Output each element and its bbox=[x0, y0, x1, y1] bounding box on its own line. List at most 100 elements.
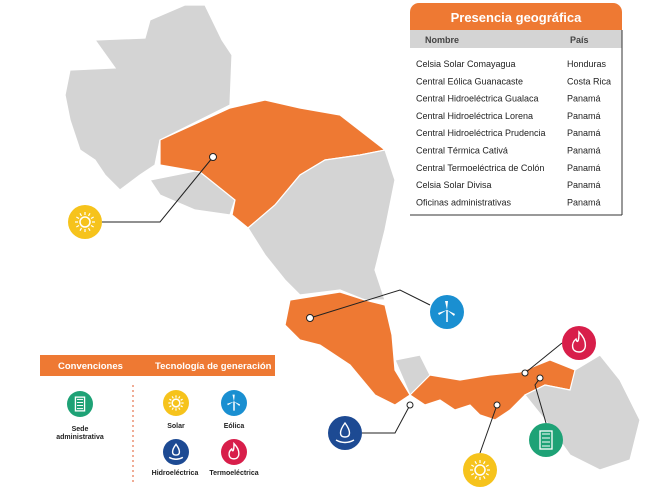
icon-glyph bbox=[169, 398, 172, 401]
icon-circle bbox=[328, 416, 362, 450]
icon-glyph bbox=[474, 464, 486, 476]
icon-glyph bbox=[474, 461, 478, 465]
row-name: Central Termoeléctrica de Colón bbox=[416, 163, 544, 173]
table-rows: Celsia Solar Comayagua Honduras Central Eó… bbox=[416, 59, 611, 207]
legend-label: Eólica bbox=[223, 423, 245, 430]
row-name: Central Hidroeléctrica Lorena bbox=[416, 111, 533, 121]
leader-line bbox=[309, 289, 431, 319]
leader-line bbox=[479, 404, 498, 454]
icon-glyph bbox=[471, 472, 475, 476]
icon-glyph bbox=[485, 472, 489, 476]
icon-glyph bbox=[87, 227, 91, 231]
icon-circle bbox=[163, 390, 189, 416]
row-name: Oficinas administrativas bbox=[416, 197, 512, 207]
site-dot bbox=[406, 401, 414, 409]
row-name: Celsia Solar Comayagua bbox=[416, 59, 516, 69]
row-country: Panamá bbox=[567, 94, 601, 104]
icon-circle bbox=[67, 391, 93, 417]
solar-icon bbox=[163, 390, 189, 416]
icon-glyph bbox=[79, 213, 83, 217]
office-icon bbox=[67, 391, 93, 417]
icon-glyph bbox=[171, 398, 181, 408]
icon-glyph bbox=[339, 421, 351, 438]
icon-glyph bbox=[171, 407, 174, 410]
icon-glyph bbox=[482, 461, 486, 465]
icon-glyph bbox=[79, 216, 91, 228]
icon-glyph bbox=[539, 430, 553, 450]
icon-glyph bbox=[178, 407, 181, 410]
row-country: Costa Rica bbox=[567, 76, 611, 86]
icon-glyph bbox=[228, 441, 240, 460]
icon-glyph bbox=[571, 330, 587, 353]
icon-glyph bbox=[76, 224, 80, 228]
row-name: Celsia Solar Divisa bbox=[416, 180, 492, 190]
icon-circle bbox=[529, 423, 563, 457]
row-country: Panamá bbox=[567, 111, 601, 121]
icon-glyph bbox=[335, 439, 355, 444]
icon-glyph bbox=[485, 464, 489, 468]
table: Presencia geográfica Nombre País Celsia … bbox=[410, 3, 623, 216]
icon-glyph bbox=[178, 396, 181, 399]
site-dot bbox=[306, 314, 314, 322]
solar-icon bbox=[68, 205, 102, 239]
table-header bbox=[410, 30, 622, 48]
icon-glyph bbox=[76, 216, 80, 220]
legend-title: Tecnología de generación bbox=[155, 361, 272, 372]
icon-circle bbox=[463, 453, 497, 487]
costa-rica bbox=[284, 291, 411, 406]
table-title-bar bbox=[410, 3, 622, 30]
row-name: Central Hidroeléctrica Prudencia bbox=[416, 128, 546, 138]
thermo-icon bbox=[221, 439, 247, 465]
table-title: Presencia geográfica bbox=[451, 10, 583, 25]
leader-line bbox=[102, 156, 214, 223]
nicaragua bbox=[247, 149, 396, 301]
row-name: Central Eólica Guanacaste bbox=[416, 76, 523, 86]
icon-glyph bbox=[171, 443, 181, 456]
office-icon bbox=[529, 423, 563, 457]
row-name: Central Térmica Cativá bbox=[416, 146, 508, 156]
icon-glyph bbox=[438, 301, 455, 316]
icon-glyph bbox=[180, 398, 183, 401]
leader-line bbox=[362, 404, 411, 434]
icon-glyph bbox=[79, 227, 83, 231]
legend-label: Solar bbox=[167, 423, 185, 430]
icon-circle bbox=[163, 439, 189, 465]
icon-glyph bbox=[90, 216, 94, 220]
row-country: Honduras bbox=[567, 59, 607, 69]
leader-line bbox=[524, 342, 563, 374]
row-country: Panamá bbox=[567, 180, 601, 190]
hydro-icon bbox=[163, 439, 189, 465]
icon-circle bbox=[68, 205, 102, 239]
colombia bbox=[524, 354, 641, 471]
column-header: Nombre bbox=[425, 35, 459, 45]
legend-label: Hidroeléctrica bbox=[151, 470, 199, 477]
legend: Convenciones Tecnología de generación bbox=[40, 355, 275, 482]
row-name: Central Hidroeléctrica Gualaca bbox=[416, 94, 539, 104]
icon-glyph bbox=[171, 396, 174, 399]
icon-circle bbox=[562, 326, 596, 360]
wind-icon bbox=[430, 295, 464, 329]
row-country: Panamá bbox=[567, 128, 601, 138]
icon-glyph bbox=[90, 224, 94, 228]
icon-glyph bbox=[87, 213, 91, 217]
hydro-icon bbox=[328, 416, 362, 450]
icon-glyph bbox=[168, 456, 184, 460]
column-header: País bbox=[570, 35, 589, 45]
site-dot bbox=[209, 153, 217, 161]
icon-circle bbox=[221, 439, 247, 465]
site-dot bbox=[521, 369, 529, 377]
map-icons bbox=[68, 205, 596, 487]
site-dot bbox=[493, 401, 501, 409]
guatemala-belize bbox=[64, 4, 233, 191]
site-dots bbox=[209, 153, 544, 409]
legend-label: Termoeléctrica bbox=[209, 470, 259, 477]
icon-glyph bbox=[169, 405, 172, 408]
legend-icons bbox=[67, 390, 247, 465]
wind-icon bbox=[221, 390, 247, 416]
row-country: Panamá bbox=[567, 146, 601, 156]
icon-glyph bbox=[180, 405, 183, 408]
icon-glyph bbox=[74, 396, 86, 412]
leader-lines bbox=[102, 156, 563, 454]
